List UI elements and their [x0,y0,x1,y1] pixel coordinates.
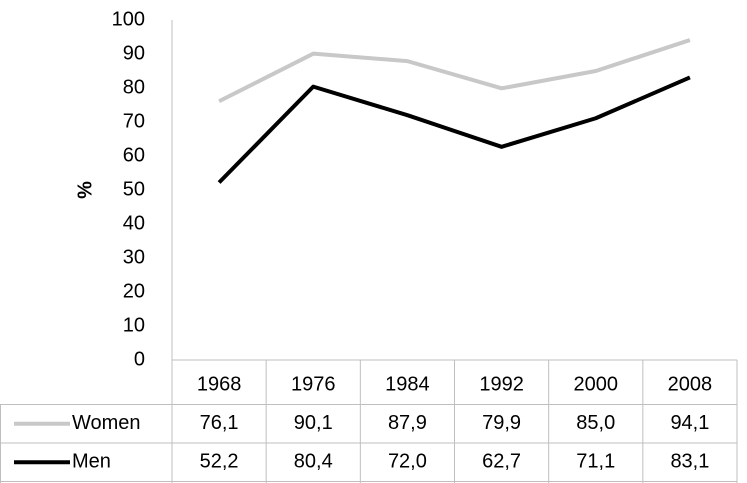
series-line [218,38,691,104]
table-value: 85,0 [576,412,615,434]
x-tick-label: 1984 [385,374,430,396]
y-tick-label: 60 [123,144,145,166]
table-value: 72,0 [388,451,427,473]
table-value: 79,9 [482,412,521,434]
legend-label: Women [72,412,141,434]
table-value: 83,1 [670,451,709,473]
series-line [217,75,691,184]
y-tick-label: 70 [123,110,145,132]
y-tick-label: 90 [123,42,145,64]
table-value: 90,1 [294,412,333,434]
table-value: 62,7 [482,451,521,473]
table-value: 52,2 [200,451,239,473]
table-value: 80,4 [294,451,333,473]
y-tick-label: 100 [112,8,145,30]
x-tick-label: 2000 [574,374,619,396]
x-tick-label: 1976 [291,374,336,396]
y-tick-label: 30 [123,246,145,268]
table-value: 87,9 [388,412,427,434]
table-value: 94,1 [670,412,709,434]
y-tick-label: 10 [123,314,145,336]
x-tick-label: 1992 [479,374,524,396]
table-value: 76,1 [200,412,239,434]
y-axis-label: % [74,181,96,199]
x-tick-label: 2008 [668,374,713,396]
y-tick-label: 40 [123,212,145,234]
y-tick-label: 20 [123,280,145,302]
x-tick-label: 1968 [197,374,242,396]
y-tick-label: 80 [123,76,145,98]
y-tick-label: 50 [123,178,145,200]
legend-label: Men [72,451,111,473]
y-tick-label: 0 [134,348,145,370]
table-value: 71,1 [576,451,615,473]
